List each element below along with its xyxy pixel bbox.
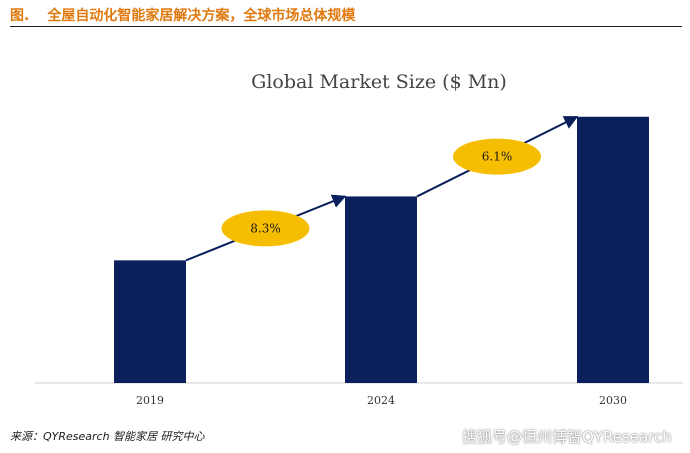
x-tick-label-2019: 2019 xyxy=(136,394,164,407)
growth-rate-label-2024-2030: 6.1% xyxy=(482,150,513,164)
source-note: 来源：QYResearch 智能家居 研究中心 xyxy=(10,430,205,443)
x-tick-label-2030: 2030 xyxy=(599,394,627,407)
growth-badge-2024-2030 xyxy=(453,138,541,175)
growth-badge-2019-2024 xyxy=(221,210,310,247)
figure-title: 全屋自动化智能家居解决方案，全球市场总体规模 xyxy=(47,8,356,24)
figure-label: 图. xyxy=(10,8,30,24)
growth-rate-label-2019-2024: 8.3% xyxy=(250,221,281,235)
figure-header: 图. 全屋自动化智能家居解决方案，全球市场总体规模 xyxy=(10,4,682,27)
bar-2030 xyxy=(577,116,649,383)
x-tick-label-2024: 2024 xyxy=(367,394,395,407)
watermark: 搜狐号@恒州博智QYResearch xyxy=(462,428,672,446)
bar-2024 xyxy=(345,196,417,383)
chart-title: Global Market Size ($ Mn) xyxy=(251,71,507,93)
bar-2019 xyxy=(114,260,186,383)
